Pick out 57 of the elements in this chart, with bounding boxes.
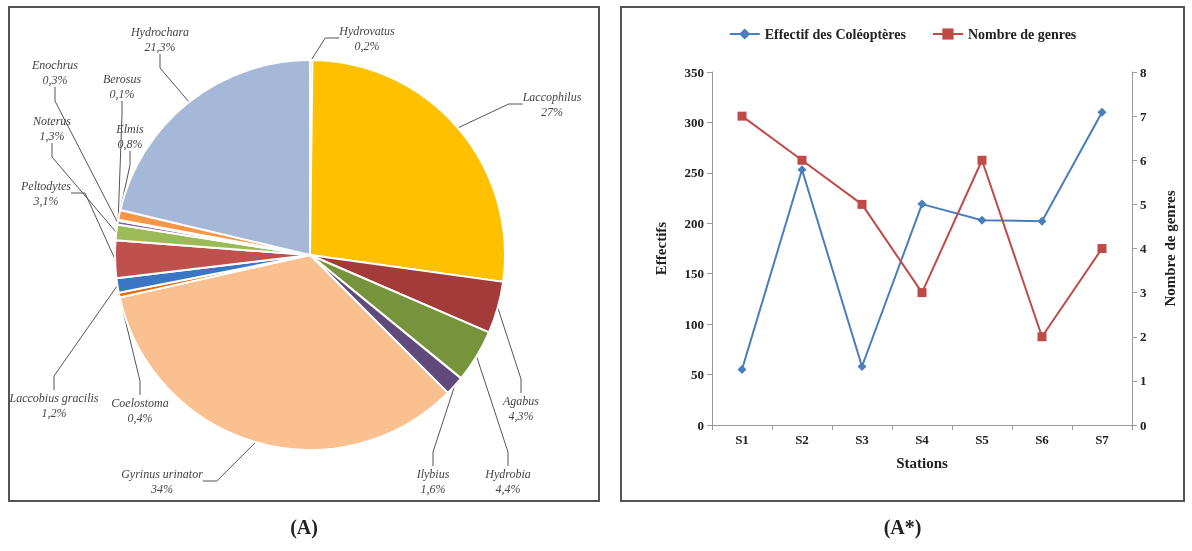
y-tick-label: 50 [691,367,704,383]
data-label: 1,3% [39,128,65,143]
data-label: 34% [150,481,173,496]
y-tick-label: 100 [684,316,704,332]
legend-label: Effectif des Coléoptères [764,26,907,42]
slice-label: Noterus [31,113,72,128]
y2-tick-label: 0 [1140,417,1147,433]
x-axis-title: Stations [896,454,948,471]
x-tick-label: S3 [855,432,870,447]
slice-label: Hydrochara [129,24,190,39]
legend-label: Nombre de genres [967,26,1077,42]
slice-label: Enochrus [31,57,79,72]
y-tick-label: 0 [697,417,704,433]
y2-tick-label: 3 [1140,285,1147,301]
data-label: 4,4% [495,481,521,496]
data-label: 0,2% [354,38,380,53]
y2-tick-label: 2 [1140,329,1147,345]
data-label: 1,6% [420,481,446,496]
y-tick-label: 250 [684,165,704,181]
slice-label: Coelostoma [111,395,169,410]
data-label: 0,1% [109,86,135,101]
y2-axis-title: Nombre de genres [1161,190,1178,307]
data-label: 3,1% [32,193,59,208]
slice-label: Ilybius [415,466,450,481]
slice-label: Hydrobia [484,466,531,481]
y2-tick-label: 8 [1140,64,1147,80]
y2-tick-label: 6 [1140,152,1147,168]
y2-tick-label: 1 [1140,373,1147,389]
slice-label: Berosus [102,71,142,86]
y-tick-label: 350 [684,64,704,80]
data-label: 0,4% [127,410,153,425]
x-tick-label: S5 [975,432,990,447]
y-tick-label: 150 [684,266,704,282]
slice-label: Gyrinus urinator [121,466,204,481]
y2-tick-label: 4 [1140,241,1147,256]
data-label: 21,3% [144,39,176,54]
y-tick-label: 300 [684,114,704,130]
data-label: 1,2% [41,405,67,420]
y2-tick-label: 7 [1140,108,1147,124]
y2-tick-label: 5 [1140,196,1147,212]
slice-label: Peltodytes [20,178,72,193]
y-axis-title: Effectifs [652,221,669,276]
data-label: 4,3% [508,408,534,423]
y-tick-label: 200 [684,215,704,231]
text: (A) [290,516,318,539]
slice-label: Laccophilus [521,89,582,104]
data-label: 0,3% [42,72,68,87]
x-tick-label: S6 [1035,432,1050,447]
data-label: 27% [541,104,563,119]
text: (A*) [883,516,922,539]
x-tick-label: S2 [795,432,809,447]
slice-label: Agabus [502,393,540,408]
x-tick-label: S7 [1095,432,1110,447]
x-tick-label: S4 [915,432,930,447]
data-label: 0,8% [117,136,143,151]
x-tick-label: S1 [735,432,749,447]
slice-label: Hydrovatus [338,23,396,38]
